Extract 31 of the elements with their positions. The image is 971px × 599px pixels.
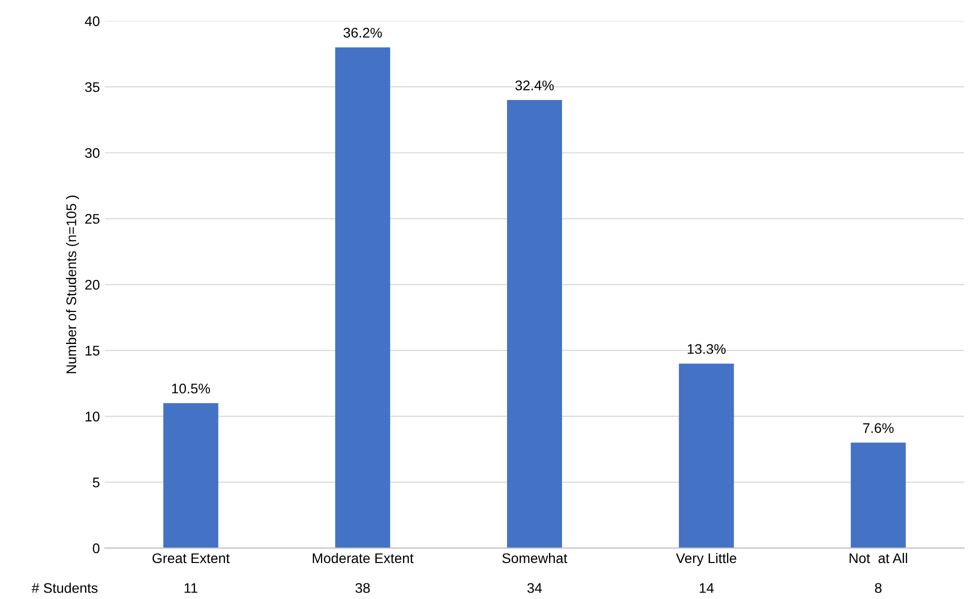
annotation: 36.2% bbox=[344, 28, 382, 38]
y-axis-title: Number of Students (n=105 ) bbox=[66, 196, 79, 374]
data-label: 38 bbox=[355, 583, 370, 593]
y-tick-label: 10 bbox=[86, 412, 100, 422]
bar bbox=[850, 442, 906, 548]
y-tick-label: 15 bbox=[86, 346, 100, 356]
bar bbox=[335, 47, 390, 548]
x-tick-label: Moderate Extent bbox=[312, 552, 414, 564]
x-tick-label: Somewhat bbox=[502, 552, 568, 564]
y-tick-label: 30 bbox=[85, 148, 100, 158]
y-tick-label: 35 bbox=[85, 82, 100, 92]
bar bbox=[163, 403, 218, 548]
data-label: 11 bbox=[184, 583, 198, 593]
y-tick-label: 5 bbox=[92, 478, 100, 488]
y-tick-label: 40 bbox=[84, 16, 100, 26]
y-tick-label: 20 bbox=[85, 280, 100, 290]
data-label: 8 bbox=[875, 583, 882, 593]
data-label: 34 bbox=[527, 583, 542, 593]
data-label: 14 bbox=[700, 583, 714, 593]
annotation: 10.5% bbox=[172, 384, 210, 394]
text: # Students bbox=[32, 582, 98, 593]
annotation: 13.3% bbox=[688, 344, 726, 354]
bar bbox=[678, 364, 734, 548]
y-tick-label: 25 bbox=[85, 214, 100, 224]
annotation: 7.6% bbox=[863, 423, 894, 433]
annotation: 32.4% bbox=[515, 80, 554, 90]
x-tick-label: Great Extent bbox=[152, 553, 230, 564]
y-tick-label: 0 bbox=[92, 543, 100, 554]
x-tick-label: Not at All bbox=[850, 552, 908, 564]
bar bbox=[507, 100, 562, 548]
x-tick-label: Very Little bbox=[676, 552, 736, 566]
